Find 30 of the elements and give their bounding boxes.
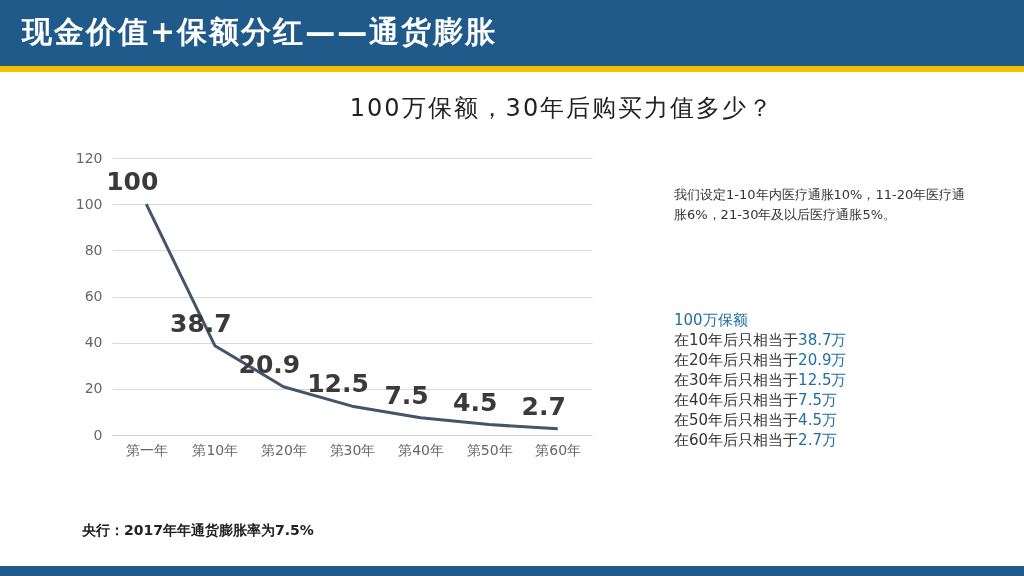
data-label: 2.7 xyxy=(521,391,566,421)
y-tick-label: 20 xyxy=(84,380,103,397)
x-tick-label: 第40年 xyxy=(398,441,444,458)
data-label: 7.5 xyxy=(384,380,429,410)
text: 在30年后只相当于12.5万 xyxy=(674,370,847,390)
data-label: 100 xyxy=(106,167,159,197)
y-tick-label: 120 xyxy=(75,149,103,166)
text: 100万保额 xyxy=(674,310,749,330)
data-label: 12.5 xyxy=(307,369,369,399)
chart-title: 现金价值+保额分红——通货膨胀 xyxy=(22,13,498,51)
text: 在40年后只相当于7.5万 xyxy=(674,390,838,410)
chart-subtitle: 100万保额，30年后购买力值多少？ xyxy=(348,93,776,124)
text: 央行：2017年年通货膨胀率为7.5% xyxy=(82,522,314,540)
text: 我们设定1-10年内医疗通胀10%，11-20年医疗通胀6%，21-30年及以后医疗通胀5%。 xyxy=(674,186,967,224)
data-label: 4.5 xyxy=(452,387,498,417)
y-tick-label: 40 xyxy=(84,334,103,351)
y-tick-label: 80 xyxy=(84,241,103,258)
x-tick-label: 第30年 xyxy=(329,441,376,458)
x-tick-label: 第50年 xyxy=(466,441,513,458)
x-tick-label: 第20年 xyxy=(261,441,307,458)
y-tick-label: 60 xyxy=(84,288,103,304)
y-tick-label: 0 xyxy=(93,426,103,443)
text: 在50年后只相当于4.5万 xyxy=(674,410,838,430)
text: 在60年后只相当于2.7万 xyxy=(674,430,838,450)
x-tick-label: 第10年 xyxy=(192,441,239,458)
x-tick-label: 第一年 xyxy=(125,441,168,458)
text: 在20年后只相当于20.9万 xyxy=(674,350,847,370)
x-tick-label: 第60年 xyxy=(535,441,582,458)
y-tick-label: 100 xyxy=(75,195,103,212)
text: 在10年后只相当于38.7万 xyxy=(674,330,847,350)
